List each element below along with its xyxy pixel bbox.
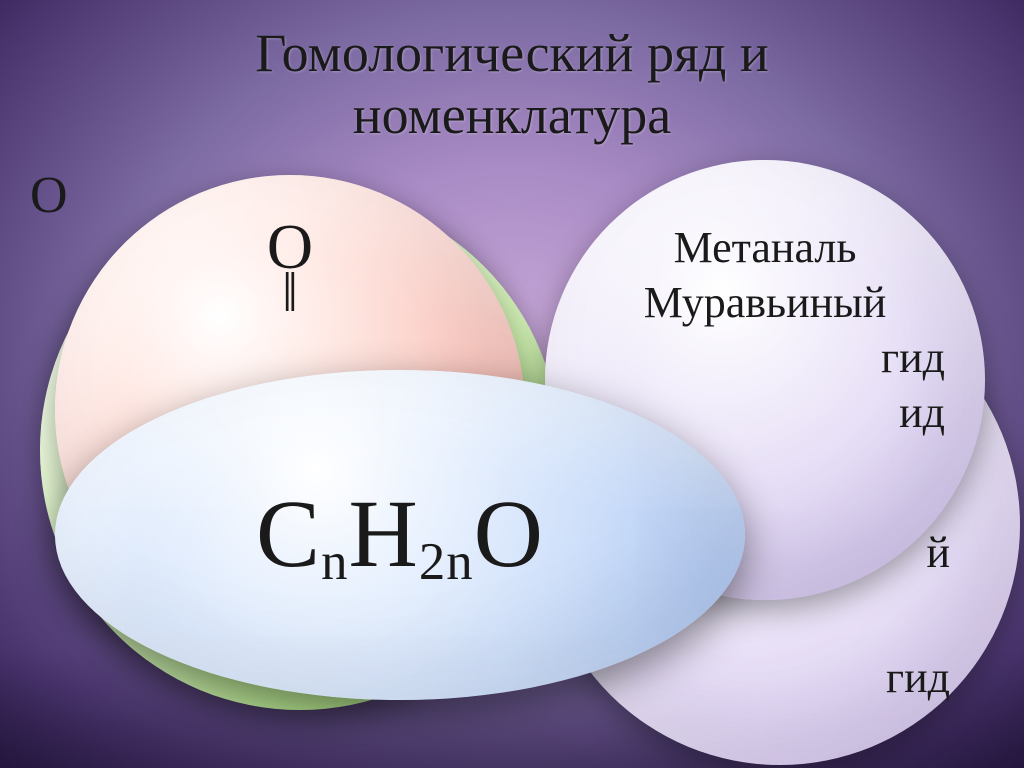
formula-O: O bbox=[474, 480, 544, 587]
lav-front-line-2: Муравьиный bbox=[575, 275, 955, 330]
slide-title: Гомологический ряд и номенклатура bbox=[0, 22, 1024, 146]
general-formula: CnH2nO bbox=[256, 478, 544, 592]
pink-line-2: ‖ bbox=[55, 265, 525, 321]
formula-sub-n1: n bbox=[321, 533, 348, 591]
formula-H: H bbox=[348, 480, 418, 587]
lav-front-frag-2: ид bbox=[899, 388, 945, 437]
lav-back-frag-2: гид bbox=[886, 650, 950, 705]
title-line-2: номенклатура bbox=[353, 85, 672, 145]
slide-stage: Гомологический ряд и номенклатура О O ‖ … bbox=[0, 0, 1024, 768]
formula-sub-2n: 2n bbox=[419, 533, 474, 591]
title-line-1: Гомологический ряд и bbox=[255, 23, 769, 83]
lav-front-frag-1: гид bbox=[881, 333, 945, 382]
pink-content: O ‖ bbox=[55, 215, 525, 321]
formula-C: C bbox=[256, 480, 321, 587]
bubble-blue-formula: CnH2nO bbox=[55, 370, 745, 700]
lav-front-line-1: Метаналь bbox=[575, 220, 955, 275]
